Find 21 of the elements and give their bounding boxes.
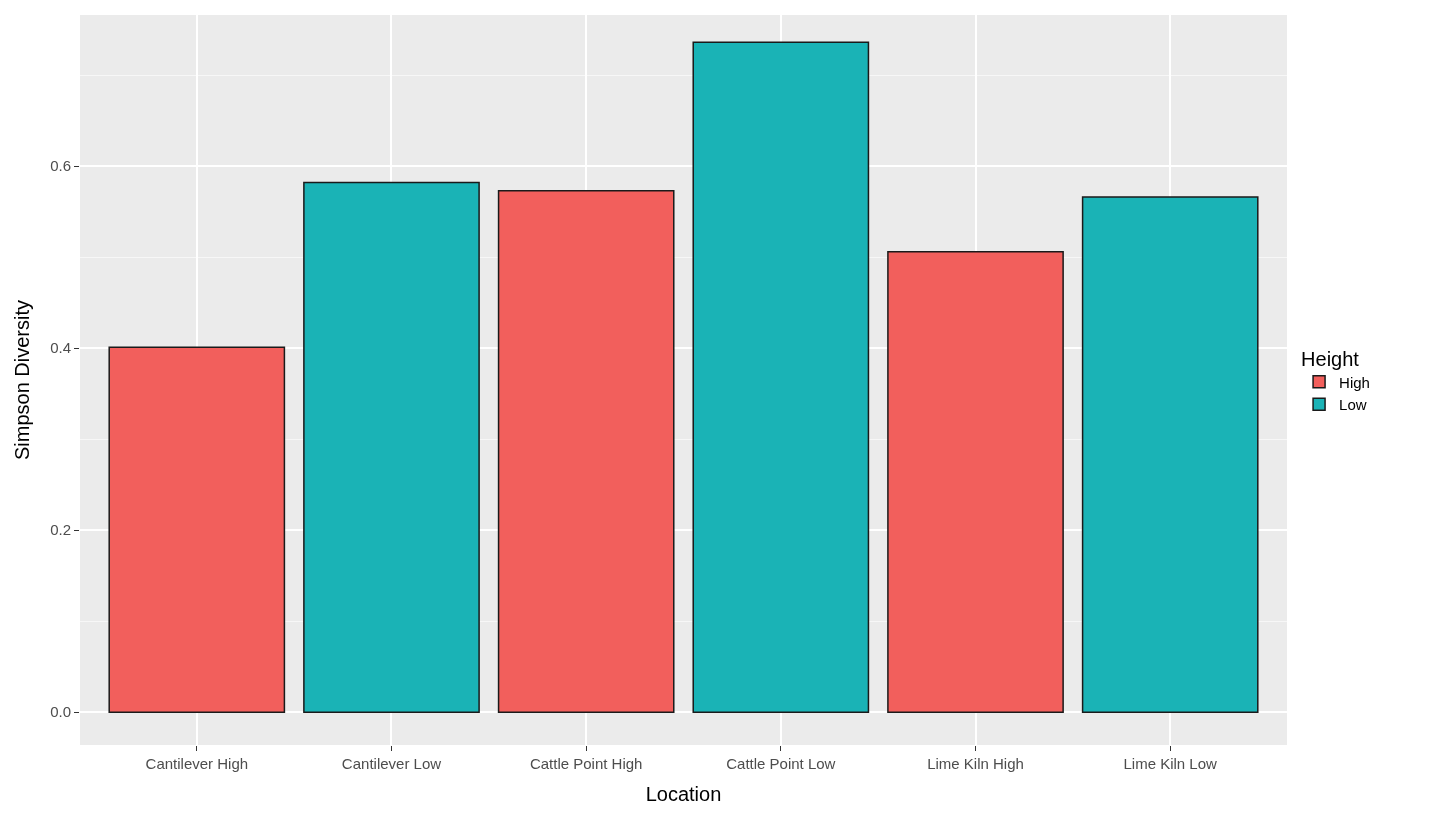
legend-label: Low [1339,396,1367,414]
x-axis-title: Location [645,782,722,805]
y-tick-label: 0.2 [50,521,71,539]
y-tick-label: 0.4 [50,339,71,357]
y-axis-title: Simpson Diversity [10,299,33,461]
y-tick-label: 0.6 [50,157,71,175]
x-tick-label: Lime Kiln Low [1123,755,1218,772]
legend-title: Height [1301,347,1360,370]
bar [1081,196,1259,713]
bar [887,250,1064,713]
x-tick-label: Cantilever Low [341,755,442,772]
bar [497,189,675,713]
y-tick-label: 0.0 [50,703,71,721]
x-tick-label: Cantilever High [145,755,249,772]
bar [108,346,286,713]
x-tick-label: Lime Kiln High [927,755,1024,772]
bar [303,181,480,713]
legend-label: High [1339,373,1370,391]
x-tick-label: Cattle Point Low [726,755,836,772]
bar [692,41,870,713]
x-tick-label: Cattle Point High [529,755,643,772]
